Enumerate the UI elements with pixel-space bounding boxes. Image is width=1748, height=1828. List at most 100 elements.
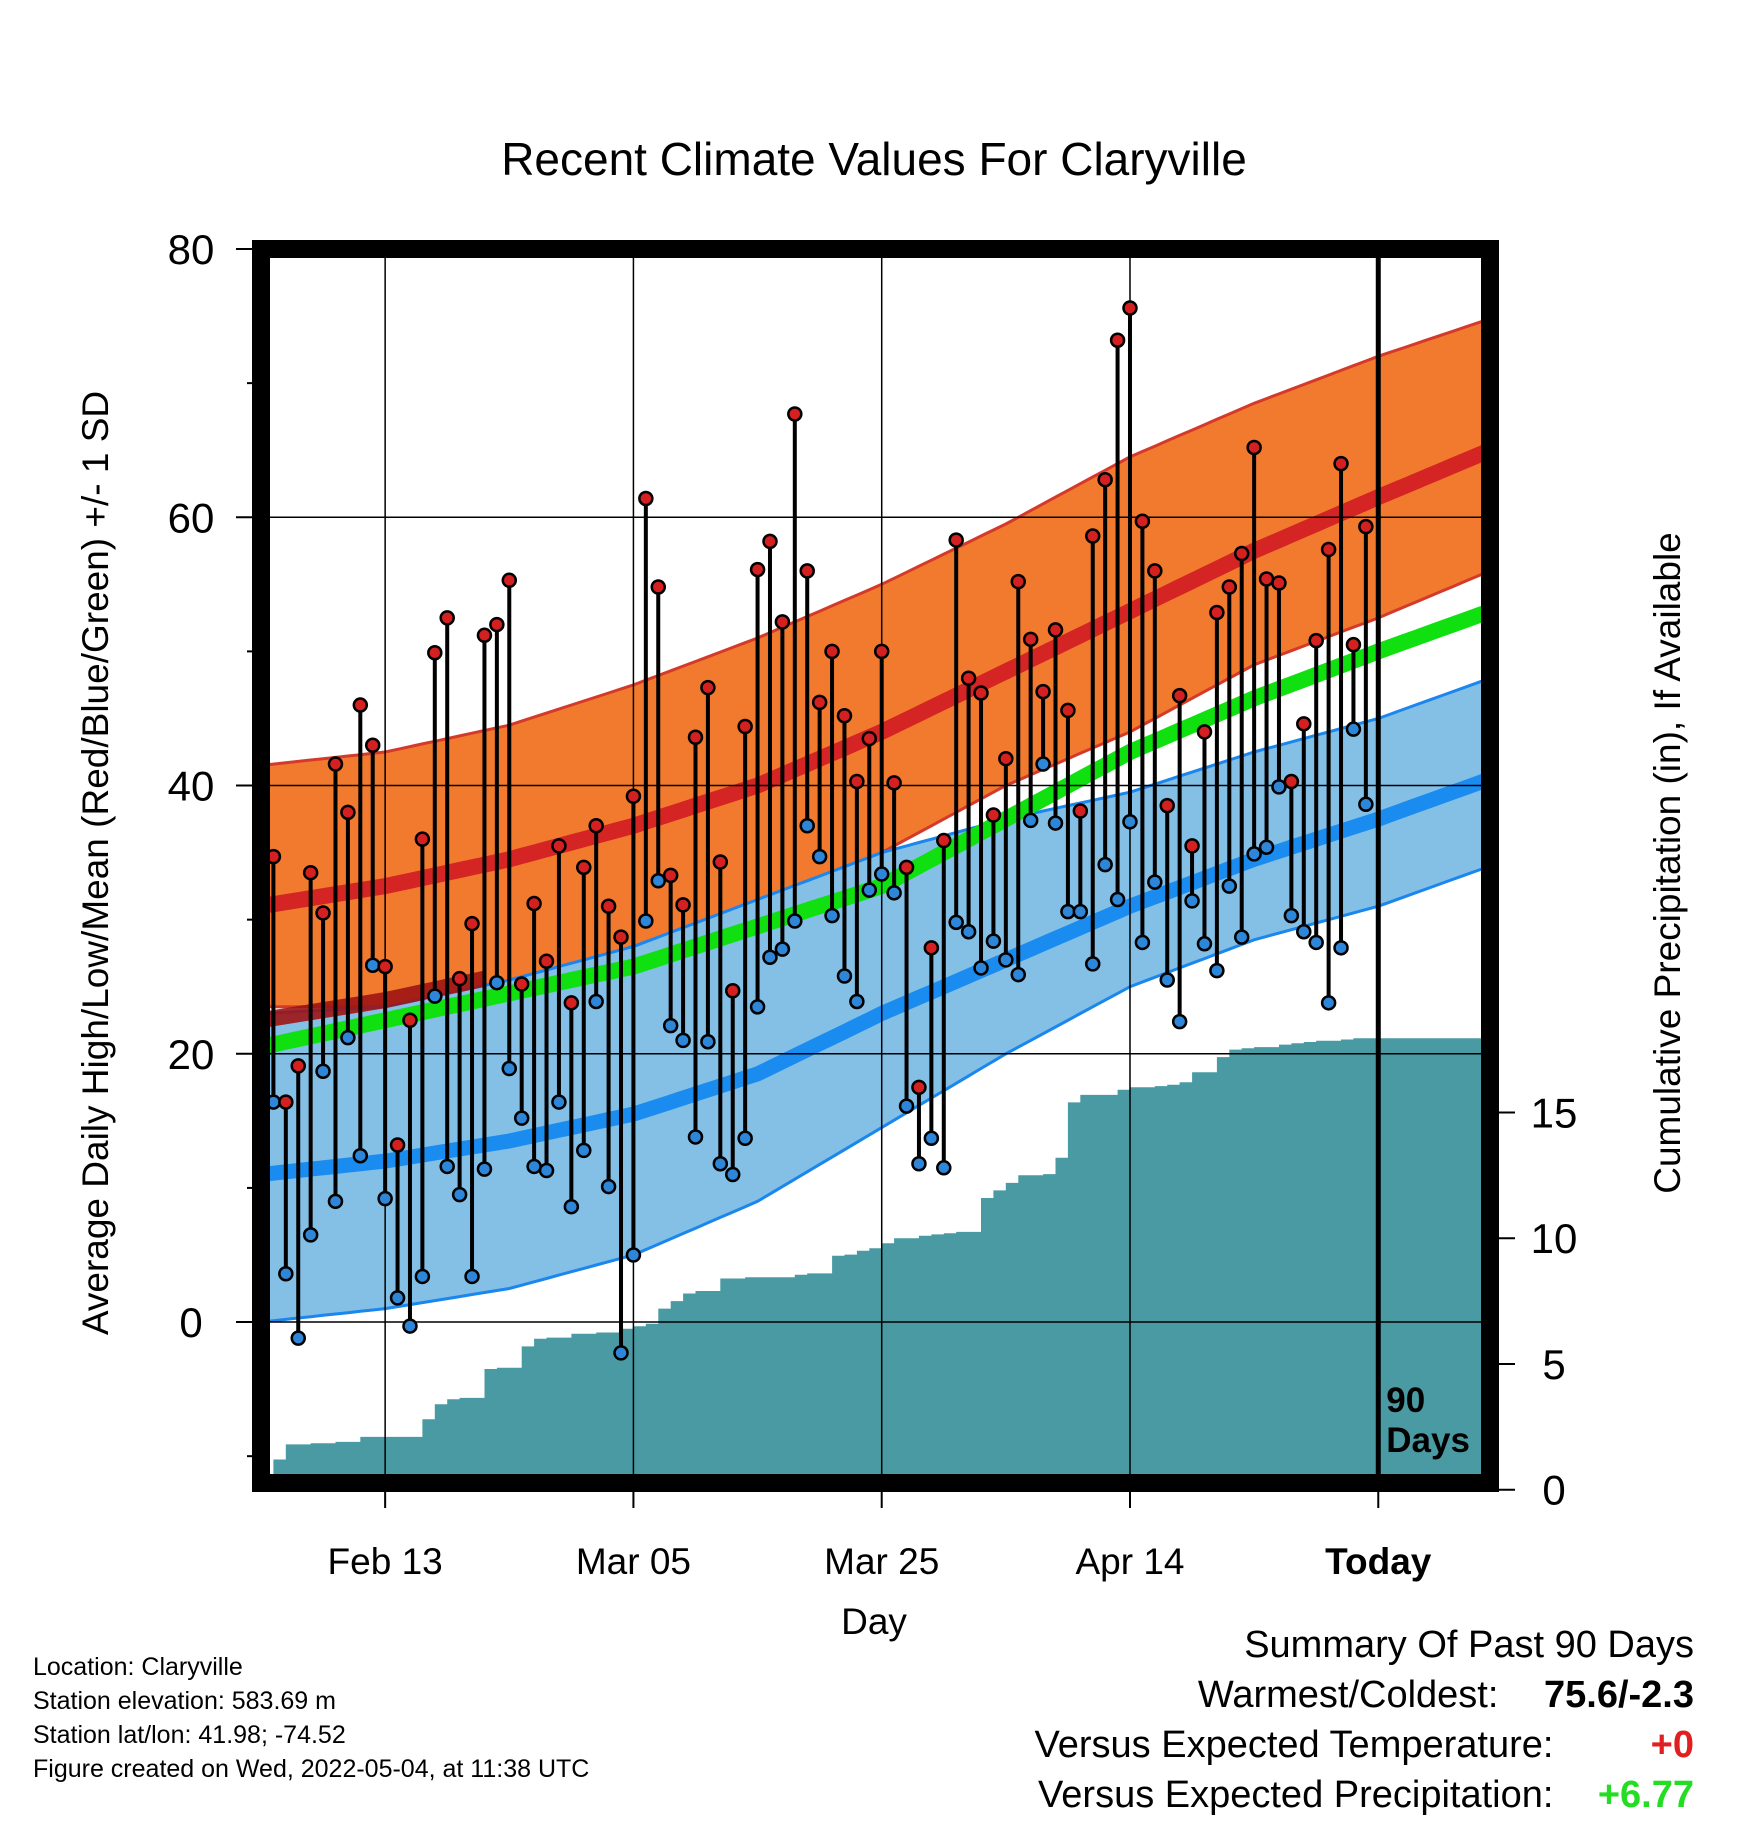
daily-high-point xyxy=(687,729,704,745)
summary-precip-value: +6.77 xyxy=(1597,1774,1694,1816)
daily-high-point xyxy=(427,644,443,661)
daily-high-point xyxy=(662,867,679,884)
daily-low-point xyxy=(1147,874,1163,890)
daily-low-point xyxy=(1308,934,1324,951)
daily-high-point xyxy=(278,1094,294,1110)
daily-high-point xyxy=(849,773,865,790)
daily-high-point xyxy=(1196,724,1213,740)
daily-low-point xyxy=(1271,779,1287,795)
daily-low-point xyxy=(1283,907,1300,924)
daily-high-point xyxy=(824,643,840,660)
daily-low-point xyxy=(749,999,766,1015)
station-location: Location: Claryville xyxy=(33,1653,243,1681)
y2-tick-label: 0 xyxy=(1542,1467,1565,1514)
daily-low-point xyxy=(886,885,902,901)
daily-low-point xyxy=(675,1032,691,1049)
daily-low-point xyxy=(936,1160,952,1176)
daily-low-point xyxy=(873,866,890,882)
daily-low-point xyxy=(811,848,828,865)
daily-high-point xyxy=(1084,528,1101,544)
daily-low-point xyxy=(911,1156,927,1172)
daily-low-point xyxy=(1221,878,1238,894)
daily-low-point xyxy=(402,1318,418,1334)
daily-high-point xyxy=(873,643,890,660)
daily-high-point xyxy=(302,864,319,881)
daily-low-point xyxy=(762,949,778,965)
daily-high-point xyxy=(352,697,369,713)
daily-low-point xyxy=(364,957,381,974)
daily-high-point xyxy=(576,859,592,876)
daily-low-point xyxy=(1209,962,1225,979)
daily-low-point xyxy=(1184,893,1200,909)
y-axis-label: Average Daily High/Low/Mean (Red/Blue/Gr… xyxy=(75,391,116,1335)
daily-low-point xyxy=(1159,972,1175,988)
daily-high-point xyxy=(1171,687,1188,704)
daily-high-point xyxy=(327,756,344,772)
daily-high-point xyxy=(1035,683,1051,700)
daily-high-point xyxy=(650,579,667,595)
x-tick-label: Mar 25 xyxy=(824,1541,939,1582)
daily-low-point xyxy=(861,882,878,898)
daily-high-point xyxy=(737,718,753,735)
daily-low-point xyxy=(1060,903,1076,920)
daily-low-point xyxy=(526,1158,542,1175)
daily-high-point xyxy=(1047,622,1064,638)
summary-temp-value: +0 xyxy=(1650,1724,1694,1766)
daily-low-point xyxy=(1047,815,1064,831)
daily-low-point xyxy=(600,1178,617,1195)
daily-high-point xyxy=(911,1079,927,1096)
daily-low-point xyxy=(1196,936,1213,952)
daily-high-point xyxy=(712,854,729,870)
daily-low-point xyxy=(1022,812,1039,829)
low-sd-band xyxy=(261,676,1490,1324)
daily-high-point xyxy=(476,627,493,644)
daily-low-point xyxy=(998,952,1014,968)
y2-tick-label: 15 xyxy=(1531,1089,1578,1136)
daily-low-point xyxy=(1072,903,1089,920)
summary-precip-label: Versus Expected Precipitation: xyxy=(1038,1774,1554,1816)
daily-high-point xyxy=(1296,716,1312,732)
daily-low-point xyxy=(1171,1013,1188,1030)
daily-high-point xyxy=(526,895,542,912)
daily-low-point xyxy=(650,873,667,889)
daily-high-point xyxy=(886,775,902,791)
daily-high-point xyxy=(600,898,617,914)
daily-low-point xyxy=(613,1345,629,1361)
daily-low-point xyxy=(414,1268,431,1285)
today-days-label: 90 xyxy=(1386,1381,1425,1420)
axes: 0 20 40 60 80 0 5 10 15 Feb 13 Mar 05 Mar 25 Apr 14 T… xyxy=(168,226,1578,1582)
daily-low-point xyxy=(464,1268,480,1285)
daily-low-point xyxy=(290,1330,306,1346)
daily-low-point xyxy=(687,1129,704,1145)
daily-high-point xyxy=(389,1137,406,1153)
daily-low-point xyxy=(538,1162,555,1179)
daily-low-point xyxy=(1320,995,1337,1011)
daily-high-point xyxy=(1022,631,1039,648)
daily-low-point xyxy=(389,1290,406,1306)
daily-high-point xyxy=(1320,541,1337,558)
figure-created: Figure created on Wed, 2022-05-04, at 11… xyxy=(33,1755,590,1783)
daily-low-point xyxy=(1246,846,1262,862)
daily-low-point xyxy=(923,1130,940,1147)
daily-high-point xyxy=(1097,471,1113,488)
daily-low-point xyxy=(960,923,977,940)
daily-low-point xyxy=(1345,721,1362,737)
daily-low-point xyxy=(451,1186,468,1203)
daily-high-point xyxy=(1147,563,1163,579)
y-tick-label: 0 xyxy=(179,1299,202,1346)
daily-low-point xyxy=(1084,956,1101,972)
chart-title: Recent Climate Values For Claryville xyxy=(501,133,1247,185)
summary-heading: Summary Of Past 90 Days xyxy=(1244,1624,1694,1666)
daily-low-point xyxy=(377,1190,393,1207)
daily-low-point xyxy=(439,1158,455,1175)
daily-high-point xyxy=(1283,773,1300,790)
daily-high-point xyxy=(787,406,803,422)
daily-low-point xyxy=(898,1098,915,1114)
daily-high-point xyxy=(489,616,505,633)
precipitation-area-fill xyxy=(261,1037,1490,1483)
daily-low-point xyxy=(787,913,803,929)
plot-frame xyxy=(252,240,1499,1492)
daily-low-point xyxy=(638,913,654,929)
daily-low-point xyxy=(625,1247,642,1263)
